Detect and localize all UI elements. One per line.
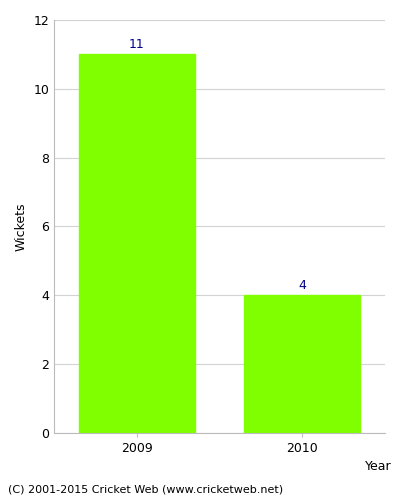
Text: Year: Year: [365, 460, 392, 473]
Text: 11: 11: [129, 38, 145, 51]
Y-axis label: Wickets: Wickets: [15, 202, 28, 250]
Text: 4: 4: [298, 279, 306, 292]
Text: (C) 2001-2015 Cricket Web (www.cricketweb.net): (C) 2001-2015 Cricket Web (www.cricketwe…: [8, 485, 283, 495]
Bar: [79, 54, 195, 433]
Bar: [244, 296, 360, 433]
